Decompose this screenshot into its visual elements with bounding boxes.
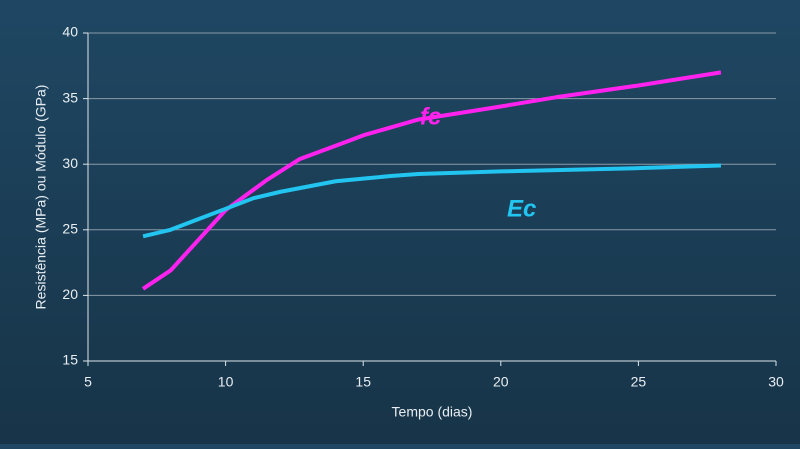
- series-label: Ec: [507, 195, 536, 222]
- x-tick-label: 25: [631, 374, 647, 390]
- x-tick-label: 10: [218, 374, 234, 390]
- line: [141, 70, 722, 291]
- x-axis-label: Tempo (dias): [392, 404, 473, 420]
- series-label: fc: [420, 103, 441, 130]
- y-axis-label: Resistência (MPa) ou Módulo (GPa): [33, 85, 49, 310]
- x-tick-label: 20: [493, 374, 509, 390]
- y-tick-label: 40: [62, 24, 78, 40]
- y-tick-label: 20: [62, 286, 78, 302]
- y-tick-label: 25: [62, 221, 78, 237]
- x-tick-label: 5: [84, 374, 92, 390]
- y-tick-label: 15: [62, 352, 78, 368]
- line: [142, 163, 722, 239]
- x-tick-label: 30: [768, 374, 784, 390]
- y-tick-label: 30: [62, 155, 78, 171]
- x-tick-label: 15: [355, 374, 371, 390]
- y-tick-label: 35: [62, 89, 78, 105]
